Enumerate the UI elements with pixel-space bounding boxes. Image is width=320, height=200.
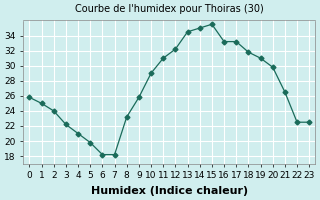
Title: Courbe de l'humidex pour Thoiras (30): Courbe de l'humidex pour Thoiras (30) <box>75 4 264 14</box>
X-axis label: Humidex (Indice chaleur): Humidex (Indice chaleur) <box>91 186 248 196</box>
